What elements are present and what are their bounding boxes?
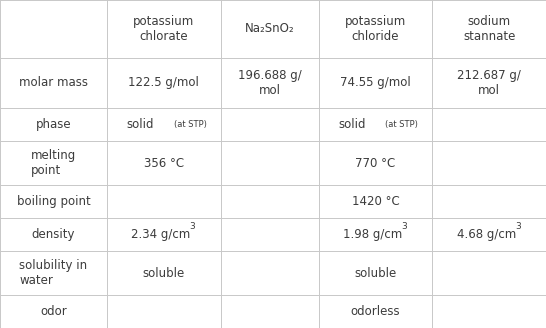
Text: 1.98 g/cm: 1.98 g/cm <box>343 228 402 241</box>
Text: odorless: odorless <box>351 305 400 318</box>
Text: (at STP): (at STP) <box>174 120 206 129</box>
Text: 3: 3 <box>401 222 407 231</box>
Text: potassium
chlorate: potassium chlorate <box>133 15 194 43</box>
Text: potassium
chloride: potassium chloride <box>345 15 406 43</box>
Text: 196.688 g/
mol: 196.688 g/ mol <box>238 69 301 97</box>
Text: melting
point: melting point <box>31 149 76 177</box>
Text: 770 °C: 770 °C <box>355 156 396 170</box>
Text: soluble: soluble <box>354 267 396 279</box>
Text: (at STP): (at STP) <box>385 120 418 129</box>
Text: 2.34 g/cm: 2.34 g/cm <box>132 228 191 241</box>
Text: density: density <box>32 228 75 241</box>
Text: solid: solid <box>338 118 366 131</box>
Text: sodium
stannate: sodium stannate <box>463 15 515 43</box>
Text: 74.55 g/mol: 74.55 g/mol <box>340 76 411 89</box>
Text: Na₂SnO₂: Na₂SnO₂ <box>245 22 294 35</box>
Text: 3: 3 <box>189 222 195 231</box>
Text: 122.5 g/mol: 122.5 g/mol <box>128 76 199 89</box>
Text: molar mass: molar mass <box>19 76 88 89</box>
Text: 356 °C: 356 °C <box>144 156 184 170</box>
Text: 212.687 g/
mol: 212.687 g/ mol <box>457 69 521 97</box>
Text: solid: solid <box>126 118 154 131</box>
Text: 1420 °C: 1420 °C <box>352 195 399 208</box>
Text: phase: phase <box>35 118 71 131</box>
Text: solubility in
water: solubility in water <box>19 259 87 287</box>
Text: boiling point: boiling point <box>16 195 90 208</box>
Text: odor: odor <box>40 305 67 318</box>
Text: 4.68 g/cm: 4.68 g/cm <box>457 228 516 241</box>
Text: soluble: soluble <box>143 267 185 279</box>
Text: 3: 3 <box>515 222 520 231</box>
